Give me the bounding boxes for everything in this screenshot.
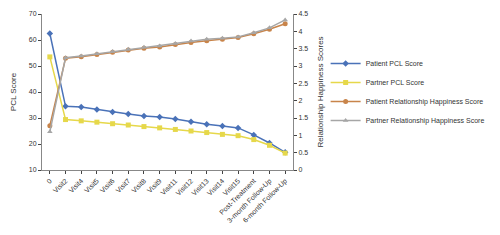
svg-text:Visit13: Visit13	[190, 177, 210, 197]
svg-text:60: 60	[29, 36, 37, 43]
svg-text:10: 10	[29, 166, 37, 173]
svg-text:3.5: 3.5	[298, 45, 308, 52]
svg-text:70: 70	[29, 10, 37, 17]
svg-text:Visit8: Visit8	[130, 177, 147, 194]
svg-text:Visit7: Visit7	[114, 177, 131, 194]
svg-text:6-month Follow-Up: 6-month Follow-Up	[242, 177, 290, 225]
svg-text:40: 40	[29, 88, 37, 95]
svg-text:Visit5: Visit5	[83, 177, 100, 194]
svg-text:Visit9: Visit9	[146, 177, 163, 194]
svg-text:0: 0	[45, 177, 53, 185]
svg-text:4: 4	[298, 28, 302, 35]
svg-text:3-month Follow-Up: 3-month Follow-Up	[226, 177, 274, 225]
svg-text:3: 3	[298, 62, 302, 69]
svg-text:1.5: 1.5	[298, 114, 308, 121]
svg-text:Partner Relationship Happiness: Partner Relationship Happiness Score	[366, 117, 485, 125]
svg-text:Relationship Happiness Scores: Relationship Happiness Scores	[316, 36, 325, 147]
svg-text:Visit2: Visit2	[52, 177, 69, 194]
svg-text:Visit6: Visit6	[99, 177, 116, 194]
svg-text:0.5: 0.5	[298, 149, 308, 156]
svg-text:Patient PCL Score: Patient PCL Score	[366, 60, 423, 67]
svg-text:30: 30	[29, 114, 37, 121]
svg-text:2.5: 2.5	[298, 80, 308, 87]
svg-text:50: 50	[29, 62, 37, 69]
svg-text:2: 2	[298, 97, 302, 104]
svg-text:Patient Relationship Happiness: Patient Relationship Happiness Score	[366, 98, 484, 106]
svg-text:4.5: 4.5	[298, 10, 308, 17]
svg-text:PCL Score: PCL Score	[9, 72, 18, 111]
svg-text:Visit11: Visit11	[159, 177, 178, 196]
svg-text:Partner PCL Score: Partner PCL Score	[366, 79, 425, 86]
svg-text:Visit14: Visit14	[206, 177, 226, 197]
svg-text:Visit4: Visit4	[67, 177, 84, 194]
svg-text:Visit12: Visit12	[174, 177, 194, 197]
svg-text:Visit15: Visit15	[222, 177, 242, 197]
svg-text:Post-Treatment: Post-Treatment	[218, 177, 257, 216]
svg-text:0: 0	[298, 166, 302, 173]
svg-text:1: 1	[298, 132, 302, 139]
svg-text:20: 20	[29, 140, 37, 147]
